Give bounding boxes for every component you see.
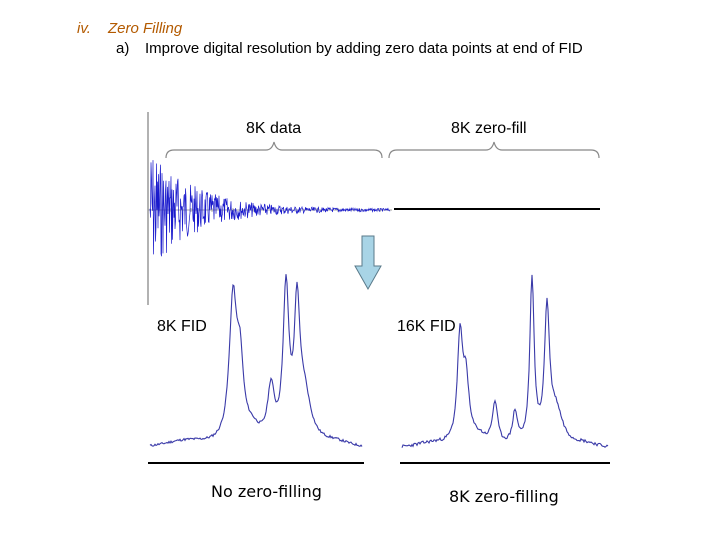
left-spectrum-label: 8K FID xyxy=(157,318,207,335)
sub-item-marker: a) xyxy=(116,40,130,57)
right-spectrum-label: 16K FID xyxy=(397,318,456,335)
sub-item-text: Improve digital resolution by adding zer… xyxy=(145,40,583,57)
list-numeral: iv. xyxy=(77,20,91,37)
left-spectrum xyxy=(149,274,363,447)
fid-signal xyxy=(149,160,391,257)
data-brace xyxy=(165,141,383,159)
data-brace-label: 8K data xyxy=(246,120,302,137)
right-caption: 8K zero-filling xyxy=(449,487,559,506)
zero-fill-brace-label: 8K zero-fill xyxy=(451,120,527,137)
left-caption: No zero-filling xyxy=(211,482,322,501)
right-spectrum xyxy=(401,274,609,448)
down-arrow-icon xyxy=(354,235,382,291)
section-title: Zero Filling xyxy=(108,20,183,37)
zero-fill-brace xyxy=(388,141,600,159)
